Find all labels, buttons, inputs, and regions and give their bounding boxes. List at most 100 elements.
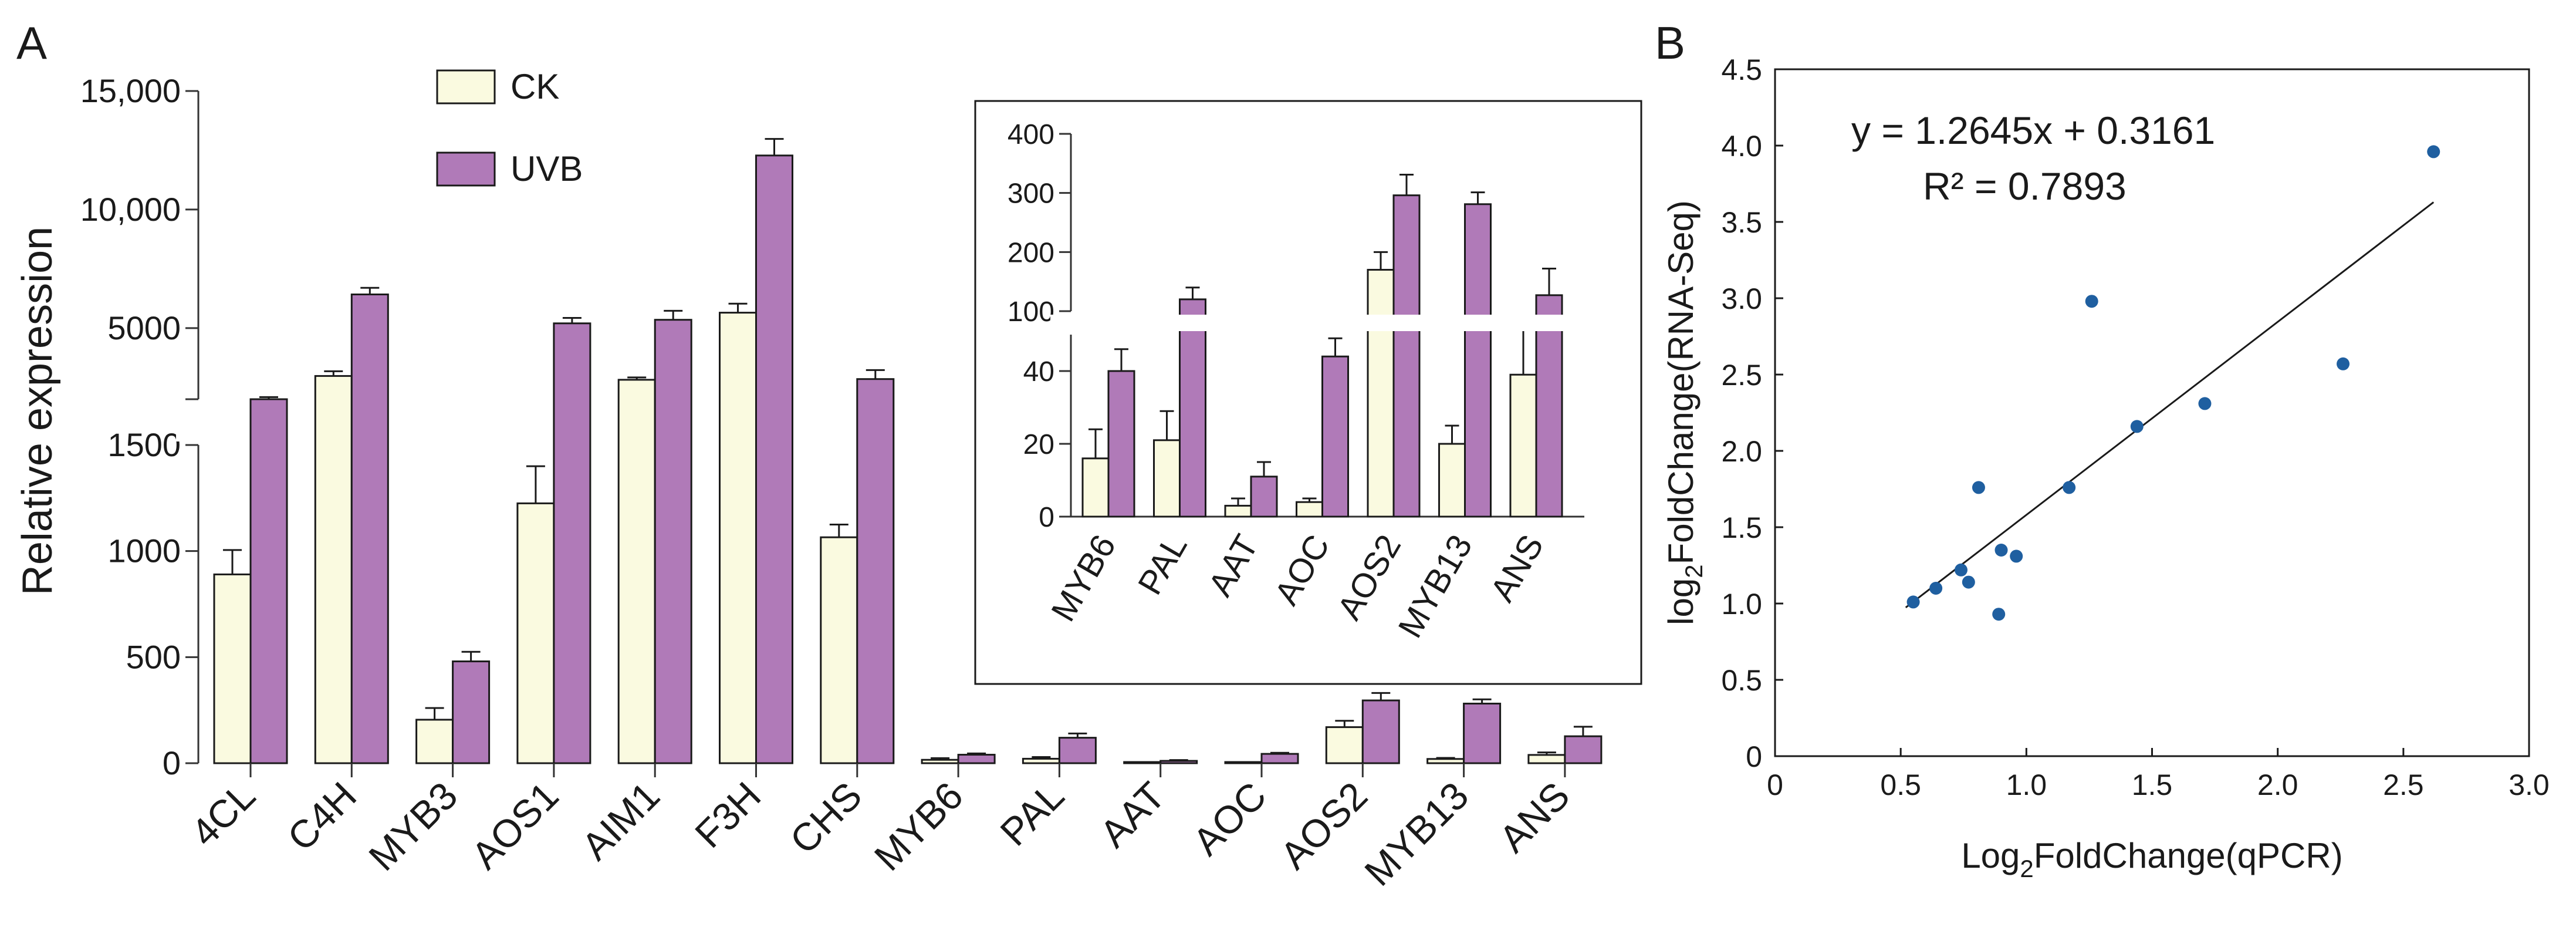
bar-ck-myb13 [1426,758,1465,764]
y-tick-label: 1.0 [1721,588,1762,621]
bar-uvb-pal [1058,737,1097,764]
y-label-rest: FoldChange(RNA-Seq) [1661,200,1701,564]
y-tick-label: 2.5 [1721,359,1762,392]
scatter-plot: 0 0.5 1.0 1.5 2.0 2.5 3.0 0 0.5 1.0 1.5 2.0 2.5 3.0 3.… [1661,53,2550,882]
inset-bar-uvb-aat [1250,476,1278,518]
category-label-aoc: AOC [1184,774,1274,864]
data-point [1994,544,2008,557]
data-point [1992,608,2006,621]
y-tick-label: 3.5 [1721,206,1762,239]
inset-bar-uvb-ans [1535,294,1563,518]
y-axis-label: log2FoldChange(RNA-Seq) [1661,200,1708,625]
y-tick-label: 10,000 [80,191,181,228]
bar-uvb-aos2 [1361,699,1400,764]
bar-chart-panel: A Relative expression 050010001500500010… [14,17,1642,894]
inset-y-tick-label: 200 [1008,237,1054,268]
bar-ck-chs [820,536,858,764]
category-label-aim1: AIM1 [573,774,668,868]
inset-y-tick-label: 0 [1039,502,1054,533]
legend: CK UVB [436,67,583,188]
y-tick-label: 5000 [107,309,181,346]
data-point [2427,145,2440,159]
y-tick-label: 2.0 [1721,435,1762,468]
category-label-pal: PAL [992,774,1072,854]
data-point [2130,420,2144,433]
x-tick-label: 0.5 [1880,768,1921,801]
y-tick-label: 0 [163,744,181,781]
bar-ck-f3h [719,312,757,764]
bar-uvb-4cl [249,398,288,764]
bar-uvb-aos1 [553,322,591,764]
x-label-rest: FoldChange(qPCR) [2034,836,2343,875]
data-point [2337,357,2350,370]
scatter-chart-panel: B 0 0.5 1.0 1.5 2.0 2.5 3.0 0 0.5 1.0 1.5 2.0 2.5 3.0… [1655,17,2550,882]
category-label-aat: AAT [1091,774,1174,856]
category-label-myb13: MYB13 [1356,774,1476,894]
x-tick-label: 1.5 [2132,768,2173,801]
bar-uvb-myb6 [957,754,996,764]
panel-label-b: B [1655,17,1685,69]
data-point [1972,481,1985,494]
y-tick-label: 500 [126,638,181,675]
bar-uvb-c4h [350,294,389,764]
inset-bar-uvb-pal [1179,298,1206,518]
inset-bar-ck-aat [1224,504,1252,518]
y-tick-label: 0 [1746,740,1762,773]
inset-bar-ck-pal [1153,439,1181,518]
x-tick-label: 3.0 [2509,768,2550,801]
bar-ck-myb6 [921,759,959,764]
regression-equation: y = 1.2645x + 0.3161 [1851,109,2215,152]
bar-uvb-f3h [755,154,793,764]
bar-uvb-chs [856,378,895,764]
x-tick-label: 0 [1767,768,1783,801]
x-tick-label: 1.0 [2006,768,2047,801]
inset-bar-ck-ans [1509,373,1537,518]
bar-series [213,138,1603,764]
inset-y-tick-label: 400 [1008,119,1054,150]
y-tick-label: 0.5 [1721,664,1762,697]
bar-ck-myb3 [415,719,454,764]
y-tick-label: 1.5 [1721,511,1762,544]
bar-uvb-aim1 [654,319,692,764]
inset-bar-uvb-aos2 [1392,194,1421,518]
inset-bar-uvb-aoc [1321,355,1349,518]
data-point [1962,575,1975,589]
category-label-4cl: 4CL [182,774,263,855]
bar-uvb-myb13 [1463,702,1502,764]
inset-y-tick-label: 100 [1008,296,1054,328]
bar-ck-aim1 [617,379,656,764]
legend-swatch-uvb [436,151,496,187]
y-label-sub: 2 [1680,564,1708,578]
bar-ck-aos1 [516,502,555,764]
category-label-chs: CHS [782,774,870,862]
category-label-myb3: MYB3 [360,774,465,879]
y-axis-label: Relative expression [14,227,61,595]
bar-ck-aos2 [1325,726,1364,764]
bar-ck-4cl [213,573,252,764]
y-tick-label: 4.5 [1721,53,1762,86]
y-tick-label: 4.0 [1721,130,1762,163]
inset-axis-break-band [1050,315,1614,331]
category-label-f3h: F3H [687,774,769,856]
data-point [2063,481,2076,494]
data-point [1906,595,1920,609]
x-axis-label: Log2FoldChange(qPCR) [1961,836,2342,882]
y-label-main: log [1661,578,1701,625]
inset-y-tick-label: 20 [1023,429,1054,460]
bar-uvb-aat [1159,760,1198,764]
y-tick-label: 3.0 [1721,282,1762,315]
inset-y-tick-label: 40 [1023,356,1054,387]
inset-y-tick-label: 300 [1008,178,1054,210]
fit-line [1905,201,2435,609]
category-label-c4h: C4H [279,774,365,859]
legend-swatch-ck [436,69,496,105]
inset-bar-ck-myb13 [1438,443,1466,518]
panel-label-a: A [16,17,47,69]
plot-frame [1774,68,2530,757]
data-point [1929,582,1943,595]
inset-bar-ck-aoc [1296,501,1323,518]
y-tick-label: 1000 [107,532,181,569]
x-tick-label: 2.5 [2383,768,2424,801]
bar-uvb-aoc [1260,753,1299,764]
